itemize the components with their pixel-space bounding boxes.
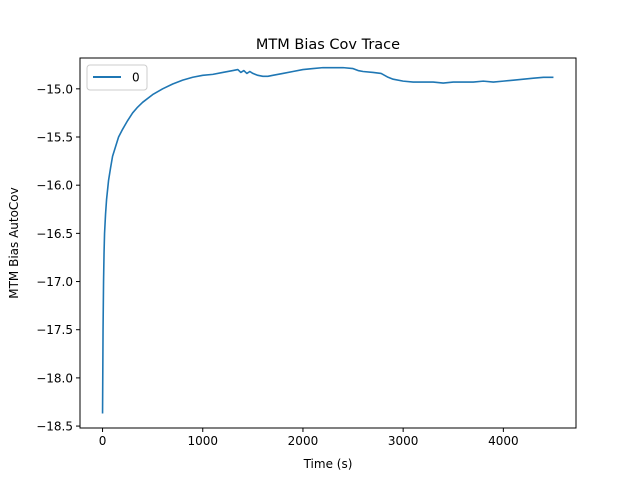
y-tick-label: −17.5 <box>36 323 73 337</box>
x-tick-label: 4000 <box>488 434 519 448</box>
series-line-0 <box>101 66 554 414</box>
y-axis: −18.5 −18.0 −17.5 −17.0 −16.5 −16.0 −15.5 −15.0 <box>36 82 80 434</box>
x-axis-label: Time (s) <box>303 457 353 471</box>
y-tick-label: −17.0 <box>36 275 73 289</box>
y-axis-label: MTM Bias AutoCov <box>7 187 21 299</box>
x-tick-label: 1000 <box>187 434 218 448</box>
x-tick-label: 0 <box>99 434 107 448</box>
chart-title: MTM Bias Cov Trace <box>256 37 400 53</box>
y-tick-label: −16.5 <box>36 227 73 241</box>
plot-area <box>101 66 554 414</box>
plot-frame <box>79 57 577 429</box>
y-tick-label: −16.0 <box>36 179 73 193</box>
y-tick-label: −18.0 <box>36 371 73 385</box>
legend: 0 <box>86 64 148 91</box>
y-tick-label: −18.5 <box>36 420 73 434</box>
y-tick-label: −15.5 <box>36 131 73 145</box>
x-tick-label: 3000 <box>388 434 419 448</box>
x-axis: 0 1000 2000 3000 4000 <box>99 428 519 448</box>
x-tick-label: 2000 <box>288 434 319 448</box>
legend-label: 0 <box>132 71 140 85</box>
y-tick-label: −15.0 <box>36 82 73 96</box>
